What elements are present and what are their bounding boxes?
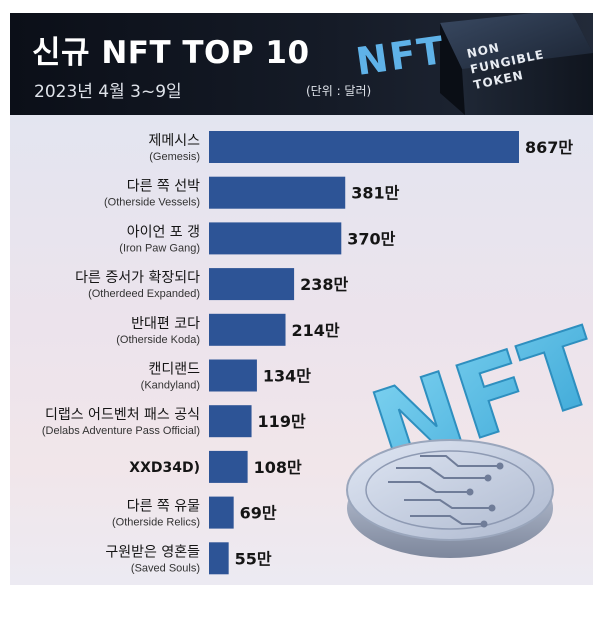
value-label: 381만	[351, 184, 399, 203]
category-label-en: (Gemesis)	[149, 151, 200, 163]
unit-label: (단위 : 달러)	[306, 84, 372, 98]
bar-10	[209, 542, 229, 575]
category-label-en: (Iron Paw Gang)	[119, 242, 200, 254]
value-label: 119만	[258, 412, 306, 431]
value-label: 214만	[292, 321, 340, 340]
nft-token-logo-icon: NFT NON FUNGIBLE TOKEN	[353, 13, 593, 115]
bar-5	[209, 313, 286, 346]
value-label: 238만	[300, 275, 348, 294]
logo-line-1: NON	[466, 40, 501, 61]
nft-illustration: NFT	[346, 303, 600, 558]
bar-3	[209, 222, 342, 255]
value-label: 55만	[235, 549, 272, 568]
header-banner: 신규 NFT TOP 10 2023년 4월 3~9일 (단위 : 달러) NF…	[10, 13, 593, 115]
category-label-en: (Saved Souls)	[131, 562, 200, 574]
chart-subtitle: 2023년 4월 3~9일	[34, 82, 182, 102]
bar-1	[209, 131, 519, 163]
category-label-en: (Otherside Koda)	[116, 334, 200, 346]
value-label: 867만	[525, 138, 573, 157]
value-label: 370만	[347, 229, 395, 248]
bar-8	[209, 450, 248, 483]
circuit-coin-icon	[346, 439, 554, 558]
bar-2	[209, 176, 346, 209]
value-label: 108만	[254, 458, 302, 477]
bar-7	[209, 405, 252, 438]
category-label-ko: 캔디랜드	[148, 362, 200, 378]
category-label-en: (Otherside Relics)	[112, 517, 200, 529]
category-label-ko: 제메시스	[148, 133, 200, 149]
bar-4	[209, 268, 295, 301]
category-label-ko: 아이언 포 갱	[127, 224, 200, 240]
category-label-ko: 다른 쪽 선박	[127, 179, 200, 195]
category-label-ko: 다른 쪽 유물	[127, 499, 200, 515]
category-label-ko: 구원받은 영혼들	[105, 544, 200, 560]
value-label: 134만	[263, 367, 311, 386]
bar-6	[209, 359, 257, 392]
category-label-en: (Kandyland)	[141, 380, 200, 392]
value-label: 69만	[240, 504, 277, 523]
category-label-ko: XXD34D)	[129, 460, 200, 476]
bar-9	[209, 496, 234, 529]
category-label-ko: 반대편 코다	[131, 316, 200, 332]
category-label-en: (Otherside Vessels)	[104, 197, 200, 209]
category-label-ko: 디랩스 어드벤처 패스 공식	[45, 407, 200, 423]
category-label-en: (Otherdeed Expanded)	[88, 288, 200, 300]
category-label-en: (Delabs Adventure Pass Official)	[42, 425, 200, 437]
chart-title: 신규 NFT TOP 10	[32, 35, 310, 71]
category-label-ko: 다른 증서가 확장되다	[75, 270, 200, 286]
